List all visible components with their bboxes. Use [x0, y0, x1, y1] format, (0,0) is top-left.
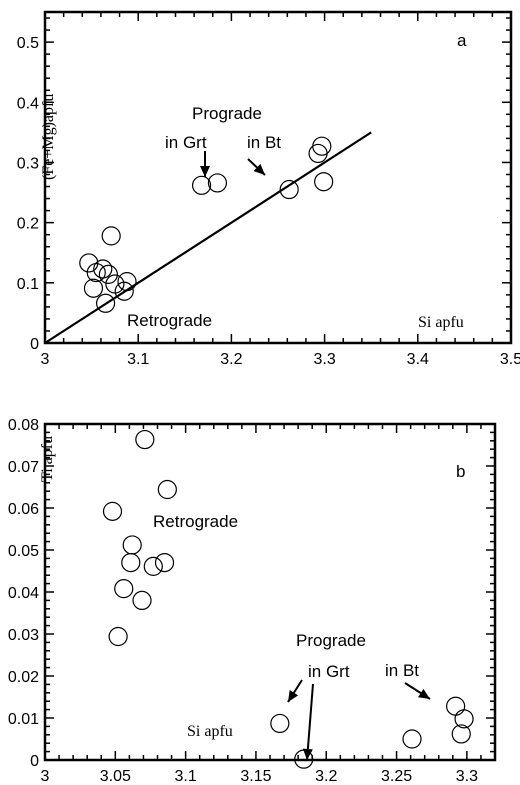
data-point: [79, 253, 99, 273]
x-tick-label: 3.4: [407, 351, 429, 368]
panel-a-annotation-in-bt: in Bt: [247, 133, 281, 152]
annotation-arrow-head: [418, 688, 430, 699]
x-tick-label: 3.3: [313, 351, 335, 368]
data-point: [122, 535, 142, 555]
y-tick-label: 0.07: [8, 459, 39, 476]
x-tick-label: 3.05: [100, 768, 131, 785]
panel-b-tick-labels: 3 3.05 3.1 3.15 3.2 3.25 3.3 0 0.01 0.02 0.03 0.04 0…: [8, 417, 478, 785]
data-point: [114, 281, 134, 301]
panel-a-trend-line: [44, 131, 372, 344]
y-tick-label: 0.5: [17, 35, 39, 52]
x-tick-label: 3.1: [175, 768, 197, 785]
panel-a-plot-frame: [43, 10, 513, 345]
data-point: [101, 226, 121, 246]
panel-b-chart: 3 3.05 3.1 3.15 3.2 3.25 3.3 0 0.01 0.02 0.03 0.04 0…: [8, 417, 497, 785]
y-tick-label: 0.08: [8, 417, 39, 434]
data-point: [86, 262, 106, 283]
panel-b-annotation-in-grt: in Grt: [308, 662, 350, 681]
panel-b-label: b: [456, 462, 465, 481]
annotation-arrow-head: [253, 163, 265, 175]
data-point: [279, 179, 299, 200]
panel-a-ticks: [44, 12, 512, 344]
y-tick-label: 0.4: [17, 95, 39, 112]
data-point: [207, 173, 228, 193]
x-tick-label: 3.15: [240, 768, 271, 785]
data-point: [98, 264, 118, 284]
panel-a-label: a: [457, 31, 467, 50]
data-point: [191, 175, 212, 195]
panel-b-ticks: [44, 423, 496, 761]
data-point: [83, 278, 104, 298]
data-point: [451, 724, 471, 744]
data-point: [308, 143, 328, 164]
panel-b-annotation-in-bt: in Bt: [385, 661, 419, 680]
panel-a-annotation-retrograde: Retrograde: [127, 311, 212, 330]
y-tick-label: 0.05: [8, 543, 39, 560]
panel-a-points: [79, 136, 334, 313]
panel-a-tick-labels: 3 3.1 3.2 3.3 3.4 3.5 0 0.1 0.2 0.3 0.4 0.5: [17, 35, 520, 368]
y-tick-label: 0: [30, 753, 39, 770]
data-point: [93, 259, 113, 279]
x-tick-label: 3.3: [456, 768, 478, 785]
x-tick-label: 3: [41, 351, 50, 368]
data-point: [114, 579, 134, 599]
annotation-arrow-head: [200, 166, 210, 177]
panel-b-ylabel: Ti apfu: [39, 436, 56, 482]
data-point: [314, 172, 334, 192]
annotation-arrow-shaft: [306, 683, 314, 761]
x-tick-label: 3.5: [500, 351, 520, 368]
annotation-arrow-head: [288, 690, 299, 702]
data-point: [154, 552, 175, 573]
x-tick-label: 3: [41, 768, 50, 785]
y-tick-label: 0.03: [8, 627, 39, 644]
annotation-arrow-head: [302, 748, 313, 760]
panel-a-annotation-in-grt: in Grt: [165, 133, 207, 152]
panel-b-xlabel: Si apfu: [187, 723, 233, 740]
panel-a-ylabel: (Fe+Mg)apfu: [40, 94, 57, 180]
panel-b-points: [102, 429, 474, 769]
data-point: [132, 590, 152, 611]
y-tick-label: 0.2: [17, 216, 39, 233]
panel-a-arrows: [200, 151, 266, 177]
data-point: [95, 293, 116, 313]
data-point: [102, 501, 123, 521]
y-tick-label: 0.02: [8, 669, 39, 686]
y-tick-label: 0.04: [8, 585, 39, 602]
y-tick-label: 0.06: [8, 501, 39, 518]
y-tick-label: 0.1: [17, 276, 39, 293]
x-tick-label: 3.2: [220, 351, 242, 368]
data-point: [135, 429, 155, 450]
panel-b-annotation-prograde: Prograde: [296, 631, 366, 650]
x-tick-label: 3.1: [127, 351, 149, 368]
data-point: [117, 272, 137, 292]
panel-a-xlabel: Si apfu: [418, 314, 464, 331]
x-tick-label: 3.2: [315, 768, 337, 785]
panel-b-plot-frame: [43, 422, 497, 762]
data-point: [402, 729, 422, 749]
y-tick-label: 0.01: [8, 711, 39, 728]
panel-a-annotation-prograde: Prograde: [192, 104, 262, 123]
data-point: [312, 136, 332, 156]
data-point: [446, 696, 466, 716]
data-point: [454, 709, 474, 729]
panel-a-chart: 3 3.1 3.2 3.3 3.4 3.5 0 0.1 0.2 0.3 0.4 0.5 a (Fe+M…: [17, 10, 520, 368]
y-tick-label: 0.3: [17, 155, 39, 172]
data-point: [108, 626, 128, 647]
data-point: [270, 713, 290, 734]
data-point: [143, 556, 163, 576]
panel-b-annotation-retrograde: Retrograde: [153, 512, 238, 531]
data-point: [121, 552, 141, 573]
data-point: [157, 479, 177, 500]
y-tick-label: 0: [30, 336, 39, 353]
panel-b-arrows: [287, 679, 431, 761]
x-tick-label: 3.25: [381, 768, 412, 785]
